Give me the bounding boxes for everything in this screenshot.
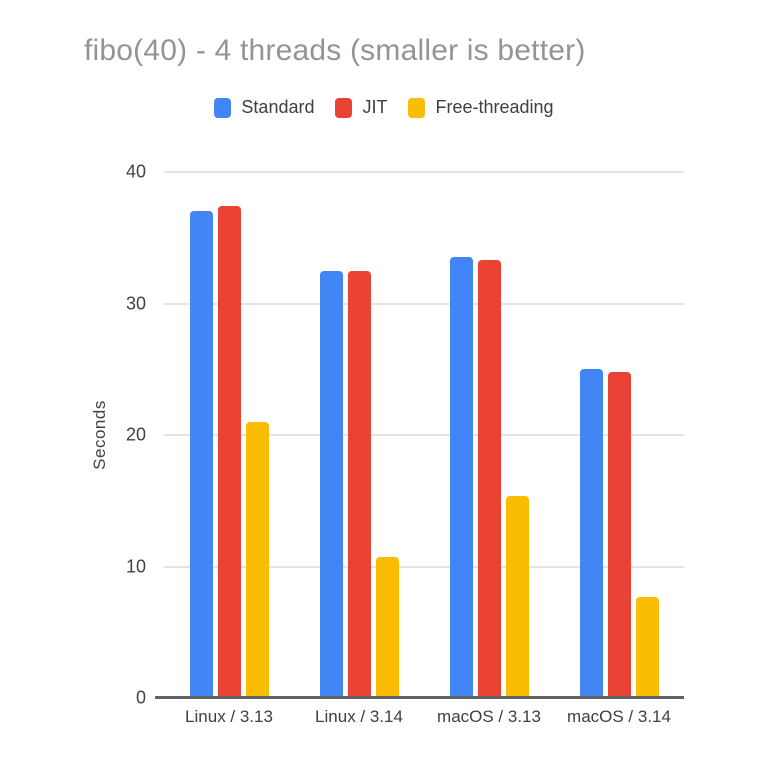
legend-item: Standard <box>214 97 314 118</box>
bar-jit <box>217 206 241 698</box>
legend-swatch <box>408 97 426 118</box>
bar-group <box>554 172 684 698</box>
legend-swatch <box>335 97 353 118</box>
gridline <box>164 302 684 305</box>
x-tick-label: Linux / 3.13 <box>185 707 273 726</box>
plot-area <box>155 171 684 699</box>
chart-legend: Standard JIT Free-threading <box>0 97 768 118</box>
y-tick-label: 0 <box>135 687 146 708</box>
bar-standard <box>579 369 603 698</box>
y-tick-label: 10 <box>125 556 146 576</box>
bar-group <box>294 172 424 698</box>
x-tick-label: macOS / 3.14 <box>567 707 671 726</box>
legend-item: Free-threading <box>408 97 554 118</box>
y-tick-label: 30 <box>125 293 146 313</box>
legend-label: Standard <box>241 97 315 117</box>
legend-label: Free-threading <box>435 97 554 117</box>
x-axis-tick-labels: Linux / 3.13 Linux / 3.14 macOS / 3.13 macO… <box>164 707 684 727</box>
gridline <box>164 171 684 173</box>
y-axis-tick-labels: 0 10 20 30 40 <box>0 162 156 708</box>
bar-standard <box>189 211 213 698</box>
bar-jit <box>477 260 501 698</box>
bar-free-threading <box>635 596 659 698</box>
bar-standard <box>319 270 343 698</box>
bar-group <box>164 172 294 698</box>
x-tick-label: macOS / 3.13 <box>437 707 541 726</box>
legend-item: JIT <box>335 97 387 118</box>
chart-title: fibo(40) - 4 threads (smaller is better) <box>84 34 586 67</box>
legend-swatch <box>214 97 232 118</box>
bar-free-threading <box>245 421 269 698</box>
y-tick-label: 40 <box>125 161 146 182</box>
bar-free-threading <box>375 557 399 698</box>
bar-free-threading <box>505 495 529 698</box>
bar-jit <box>347 270 371 698</box>
bar-standard <box>449 257 473 698</box>
bars-container <box>164 172 684 698</box>
bar-jit <box>607 371 631 698</box>
x-tick-label: Linux / 3.14 <box>315 707 403 726</box>
legend-label: JIT <box>362 97 388 117</box>
gridline <box>164 434 684 436</box>
x-axis-line <box>155 696 684 699</box>
bar-group <box>424 172 554 698</box>
y-tick-label: 20 <box>125 424 146 445</box>
gridline <box>164 565 684 568</box>
